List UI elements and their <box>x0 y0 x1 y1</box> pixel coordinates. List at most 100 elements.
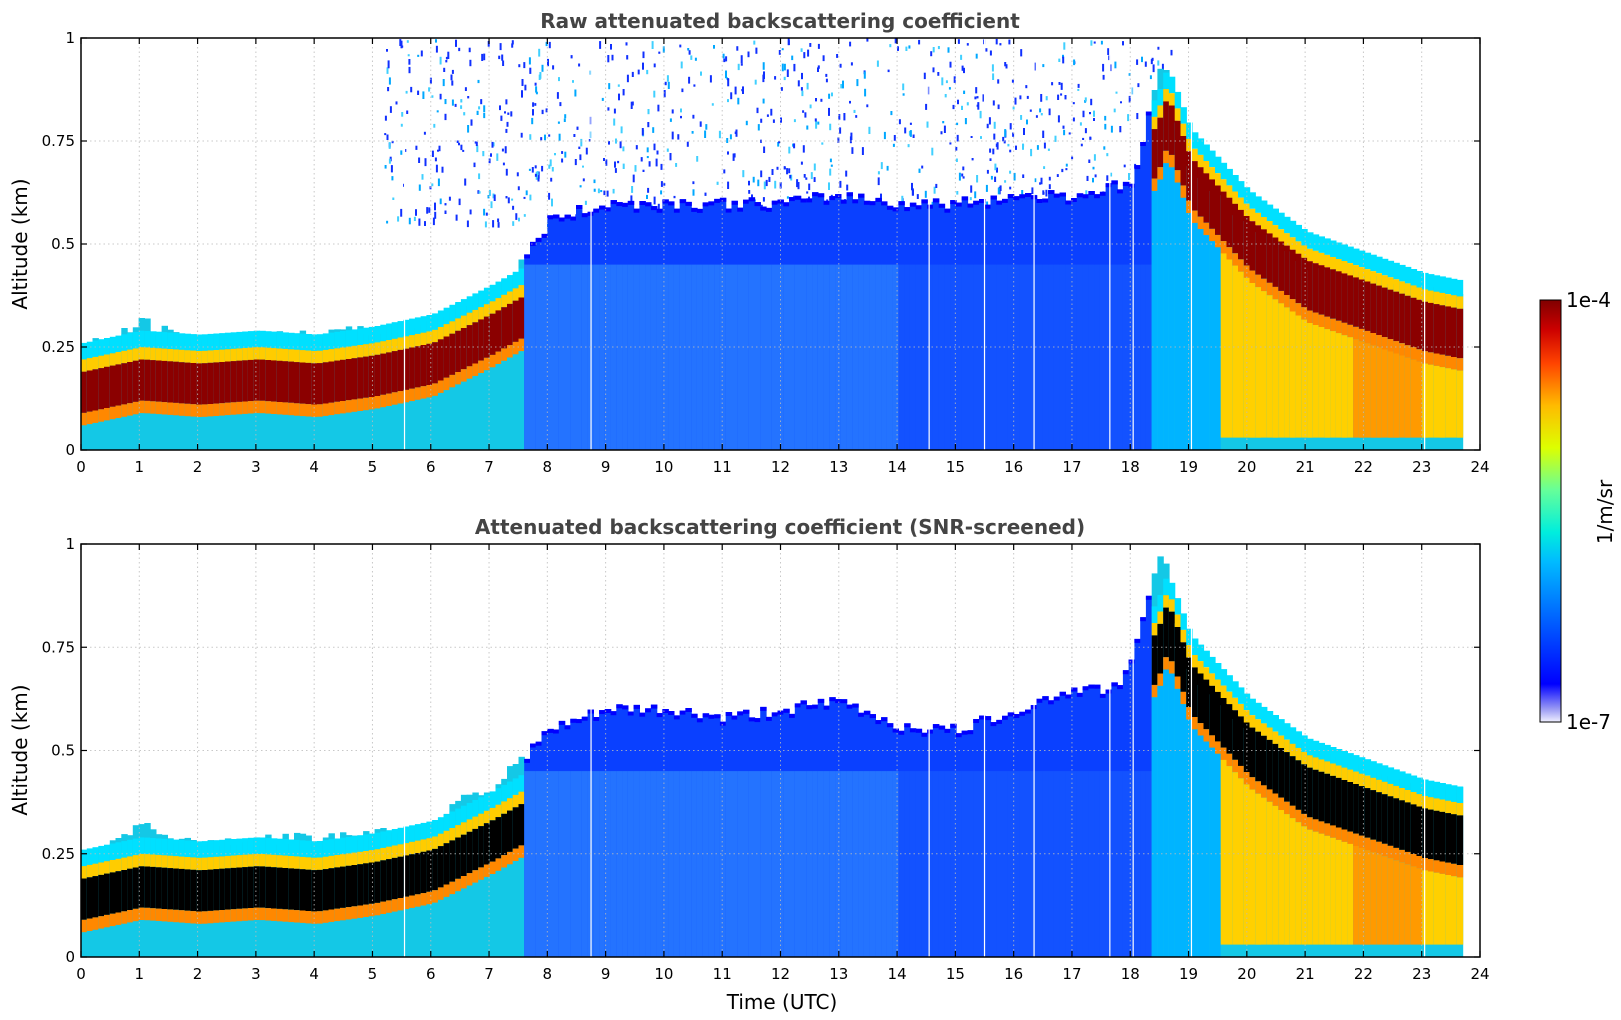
noise-pixel <box>564 151 567 158</box>
noise-pixel <box>492 142 495 147</box>
noise-pixel <box>996 142 999 150</box>
noise-pixel <box>856 79 859 87</box>
time-column <box>363 327 370 450</box>
noise-pixel <box>400 150 403 155</box>
noise-pixel <box>966 102 969 106</box>
time-column <box>702 713 710 957</box>
noise-pixel <box>1161 63 1164 71</box>
x-tick-label: 4 <box>309 458 319 476</box>
noise-pixel <box>400 123 403 127</box>
noise-pixel <box>961 65 964 71</box>
noise-pixel <box>524 84 527 91</box>
time-column <box>1266 711 1274 957</box>
time-column <box>668 711 675 957</box>
time-column <box>138 318 145 450</box>
time-column <box>1238 181 1245 450</box>
time-column <box>685 708 692 957</box>
time-column <box>1266 204 1274 450</box>
snr-screened-panel: Attenuated backscattering coefficient (S… <box>8 515 1490 1014</box>
time-column <box>104 844 111 957</box>
noise-pixel <box>493 194 496 201</box>
time-column <box>426 315 433 450</box>
noise-pixel <box>863 71 866 79</box>
noise-pixel <box>541 109 544 115</box>
time-column <box>1025 709 1032 957</box>
noise-pixel <box>1040 177 1043 185</box>
noise-pixel <box>541 165 544 172</box>
noise-pixel <box>438 145 441 152</box>
time-column <box>109 840 117 957</box>
noise-pixel <box>725 56 728 62</box>
noise-pixel <box>747 51 750 58</box>
noise-pixel <box>709 75 712 83</box>
time-column <box>1215 663 1222 957</box>
noise-pixel <box>781 63 784 72</box>
time-column <box>1301 735 1308 957</box>
noise-pixel <box>614 161 616 168</box>
time-column <box>794 195 802 450</box>
noise-pixel <box>1063 42 1066 50</box>
time-column <box>1145 595 1153 957</box>
noise-pixel <box>529 134 532 140</box>
noise-pixel <box>454 103 457 107</box>
noise-pixel <box>1065 163 1068 167</box>
time-column <box>702 202 710 450</box>
time-column <box>829 196 836 450</box>
time-column <box>311 334 318 450</box>
time-column <box>967 203 974 450</box>
noise-pixel <box>599 41 602 49</box>
noise-pixel <box>462 149 465 152</box>
noise-pixel <box>1021 190 1024 197</box>
time-column <box>1019 194 1026 450</box>
noise-pixel <box>478 173 481 180</box>
noise-pixel <box>467 125 470 133</box>
noise-pixel <box>424 158 427 167</box>
noise-pixel <box>410 86 413 93</box>
noise-pixel <box>501 54 504 61</box>
noise-pixel <box>477 79 480 84</box>
noise-pixel <box>770 108 773 116</box>
noise-pixel <box>821 142 824 145</box>
time-column <box>334 838 341 957</box>
time-column <box>184 333 191 450</box>
noise-pixel <box>588 139 591 142</box>
time-column <box>915 205 923 450</box>
time-column <box>691 713 698 957</box>
time-column <box>1387 767 1395 957</box>
noise-pixel <box>480 99 483 105</box>
time-column <box>1226 675 1233 957</box>
noise-pixel <box>1060 93 1063 96</box>
noise-pixel <box>999 43 1002 46</box>
noise-pixel <box>1061 168 1064 173</box>
noise-pixel <box>757 179 760 187</box>
time-column <box>766 716 773 957</box>
noise-pixel <box>400 40 403 49</box>
time-column <box>1381 258 1389 450</box>
noise-pixel <box>1115 91 1118 94</box>
noise-pixel <box>830 164 833 167</box>
noise-pixel <box>974 96 977 100</box>
noise-pixel <box>742 170 745 178</box>
time-column <box>1393 262 1400 450</box>
noise-pixel <box>435 39 437 43</box>
time-column <box>1318 742 1325 957</box>
noise-pixel <box>439 56 442 65</box>
noise-pixel <box>422 91 425 99</box>
noise-pixel <box>458 198 461 206</box>
noise-pixel <box>1102 63 1105 72</box>
time-column <box>1353 755 1360 957</box>
noise-pixel <box>696 156 699 162</box>
noise-pixel <box>523 214 526 217</box>
noise-pixel <box>399 39 402 46</box>
time-column <box>800 198 807 450</box>
x-tick-label: 12 <box>771 965 790 983</box>
time-column <box>909 202 917 450</box>
time-column <box>581 716 589 957</box>
noise-pixel <box>774 76 777 80</box>
noise-pixel <box>1104 115 1107 121</box>
time-column <box>691 207 698 450</box>
noise-pixel <box>1063 129 1066 136</box>
noise-pixel <box>387 87 390 92</box>
time-column <box>1209 150 1216 450</box>
time-column <box>288 839 295 957</box>
